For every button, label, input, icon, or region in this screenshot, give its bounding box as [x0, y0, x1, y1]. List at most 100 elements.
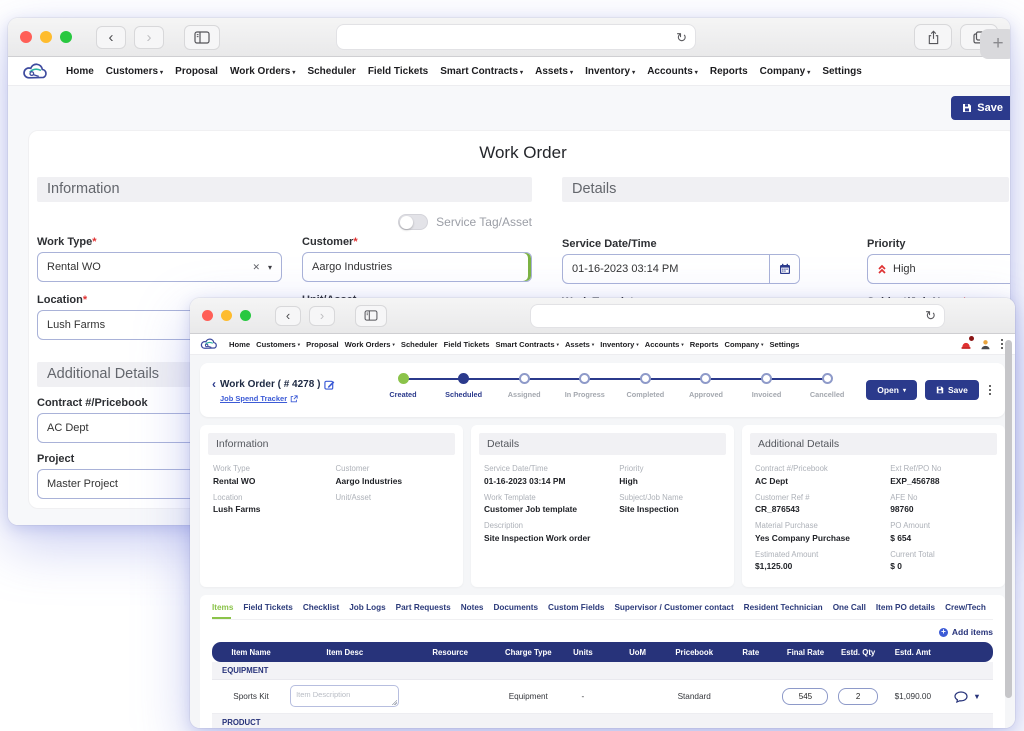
- calendar-picker-button[interactable]: [769, 255, 799, 283]
- nav-item-company[interactable]: Company▾: [724, 340, 763, 349]
- save-button[interactable]: Save: [925, 380, 979, 400]
- tab-documents[interactable]: Documents: [493, 603, 538, 612]
- refresh-icon[interactable]: ↻: [925, 309, 936, 322]
- sidebar-toggle-button[interactable]: [184, 25, 220, 50]
- browser-back-button[interactable]: ‹: [96, 26, 126, 49]
- tab-job-logs[interactable]: Job Logs: [349, 603, 385, 612]
- kebab-menu-button[interactable]: [987, 385, 993, 395]
- nav-item-accounts[interactable]: Accounts▾: [647, 66, 698, 77]
- nav-item-work-orders[interactable]: Work Orders▾: [230, 66, 296, 77]
- user-profile-button[interactable]: [980, 339, 991, 350]
- zoom-window-button[interactable]: [60, 31, 72, 43]
- nav-item-inventory[interactable]: Inventory▾: [585, 66, 635, 77]
- nav-item-assets[interactable]: Assets▾: [565, 340, 594, 349]
- tab-supervisor-customer-contact[interactable]: Supervisor / Customer contact: [614, 603, 733, 612]
- customer-input[interactable]: Aargo Industries: [302, 252, 532, 282]
- new-tab-button[interactable]: +: [980, 29, 1010, 59]
- work-order-detail-page: ‹ Work Order ( # 4278 ) Job Spend Tracke…: [190, 355, 1015, 728]
- step-completed[interactable]: Completed: [616, 373, 674, 399]
- tab-resident-technician[interactable]: Resident Technician: [744, 603, 823, 612]
- refresh-icon[interactable]: ↻: [676, 31, 687, 44]
- open-status-dropdown[interactable]: Open▾: [866, 380, 917, 400]
- nav-item-smart-contracts[interactable]: Smart Contracts▾: [440, 66, 523, 77]
- scrollbar-thumb[interactable]: [1005, 340, 1012, 698]
- share-icon: [927, 30, 940, 45]
- step-in-progress[interactable]: In Progress: [556, 373, 614, 399]
- calendar-icon: [779, 263, 791, 275]
- nav-item-assets[interactable]: Assets▾: [535, 66, 573, 77]
- step-dot: [458, 373, 469, 384]
- service-datetime-input[interactable]: 01-16-2023 03:14 PM: [562, 254, 800, 284]
- nav-item-company[interactable]: Company▾: [760, 66, 811, 77]
- nav-item-settings[interactable]: Settings: [769, 340, 799, 349]
- browser-forward-button[interactable]: ›: [309, 306, 335, 326]
- tab-notes[interactable]: Notes: [461, 603, 484, 612]
- step-approved[interactable]: Approved: [677, 373, 735, 399]
- sidebar-toggle-button[interactable]: [355, 305, 387, 327]
- minimize-window-button[interactable]: [40, 31, 52, 43]
- zoom-window-button[interactable]: [240, 310, 251, 321]
- close-window-button[interactable]: [202, 310, 213, 321]
- tab-part-requests[interactable]: Part Requests: [396, 603, 451, 612]
- chevron-down-icon[interactable]: ▾: [268, 263, 272, 272]
- nav-item-field-tickets[interactable]: Field Tickets: [444, 340, 490, 349]
- work-type-select[interactable]: Rental WO ✕▾: [37, 252, 282, 282]
- clear-icon[interactable]: ✕: [252, 262, 260, 273]
- nav-item-work-orders[interactable]: Work Orders▾: [345, 340, 395, 349]
- nav-item-accounts[interactable]: Accounts▾: [645, 340, 684, 349]
- step-dot: [579, 373, 590, 384]
- step-invoiced[interactable]: Invoiced: [738, 373, 796, 399]
- back-icon[interactable]: ‹: [212, 377, 216, 391]
- priority-select[interactable]: High: [867, 254, 1010, 284]
- close-window-button[interactable]: [20, 31, 32, 43]
- tab-items[interactable]: Items: [212, 603, 233, 612]
- nav-item-customers[interactable]: Customers▾: [256, 340, 300, 349]
- tab-item-po-details[interactable]: Item PO details: [876, 603, 935, 612]
- nav-item-scheduler[interactable]: Scheduler: [401, 340, 438, 349]
- table-group-product: PRODUCT: [212, 714, 993, 728]
- nav-item-home[interactable]: Home: [66, 66, 94, 77]
- address-bar[interactable]: ↻: [336, 24, 696, 50]
- tabs-card: Items Field Tickets Checklist Job Logs P…: [200, 595, 1005, 728]
- service-tag-asset-toggle[interactable]: [398, 214, 428, 230]
- final-rate-input[interactable]: [782, 688, 828, 705]
- nav-item-smart-contracts[interactable]: Smart Contracts▾: [495, 340, 558, 349]
- nav-item-scheduler[interactable]: Scheduler: [307, 66, 355, 77]
- tab-custom-fields[interactable]: Custom Fields: [548, 603, 604, 612]
- minimize-window-button[interactable]: [221, 310, 232, 321]
- chevron-down-icon: ▾: [807, 69, 810, 76]
- estd-qty-input[interactable]: [838, 688, 878, 705]
- breadcrumb[interactable]: ‹ Work Order ( # 4278 ): [212, 377, 364, 391]
- row-expand-icon[interactable]: ▼: [973, 692, 980, 701]
- item-desc-input[interactable]: [290, 685, 399, 707]
- nav-item-reports[interactable]: Reports: [690, 340, 719, 349]
- step-created[interactable]: Created: [374, 373, 432, 399]
- nav-item-field-tickets[interactable]: Field Tickets: [368, 66, 428, 77]
- add-items-button[interactable]: + Add items: [212, 627, 993, 637]
- nav-item-proposal[interactable]: Proposal: [306, 340, 339, 349]
- nav-item-home[interactable]: Home: [229, 340, 250, 349]
- step-assigned[interactable]: Assigned: [495, 373, 553, 399]
- service-datetime-field: Service Date/Time 01-16-2023 03:14 PM: [562, 238, 800, 284]
- nav-item-customers[interactable]: Customers▾: [106, 66, 163, 77]
- notifications-button[interactable]: [960, 338, 972, 350]
- nav-item-reports[interactable]: Reports: [710, 66, 748, 77]
- tab-checklist[interactable]: Checklist: [303, 603, 339, 612]
- step-scheduled[interactable]: Scheduled: [435, 373, 493, 399]
- share-button[interactable]: [914, 24, 952, 50]
- browser-back-button[interactable]: ‹: [275, 306, 301, 326]
- save-button[interactable]: Save: [951, 96, 1010, 120]
- job-spend-tracker-link[interactable]: Job Spend Tracker: [220, 394, 364, 403]
- nav-item-settings[interactable]: Settings: [822, 66, 861, 77]
- tab-one-call[interactable]: One Call: [833, 603, 866, 612]
- customer-ref-value: Customer Ref #CR_876543: [755, 493, 882, 515]
- step-cancelled[interactable]: Cancelled: [798, 373, 856, 399]
- browser-forward-button[interactable]: ›: [134, 26, 164, 49]
- address-bar[interactable]: ↻: [530, 304, 945, 328]
- edit-icon[interactable]: [324, 379, 335, 390]
- nav-item-proposal[interactable]: Proposal: [175, 66, 218, 77]
- comment-icon[interactable]: [954, 691, 968, 703]
- nav-item-inventory[interactable]: Inventory▾: [600, 340, 639, 349]
- tab-field-tickets[interactable]: Field Tickets: [243, 603, 292, 612]
- tab-crew-tech[interactable]: Crew/Tech: [945, 603, 986, 612]
